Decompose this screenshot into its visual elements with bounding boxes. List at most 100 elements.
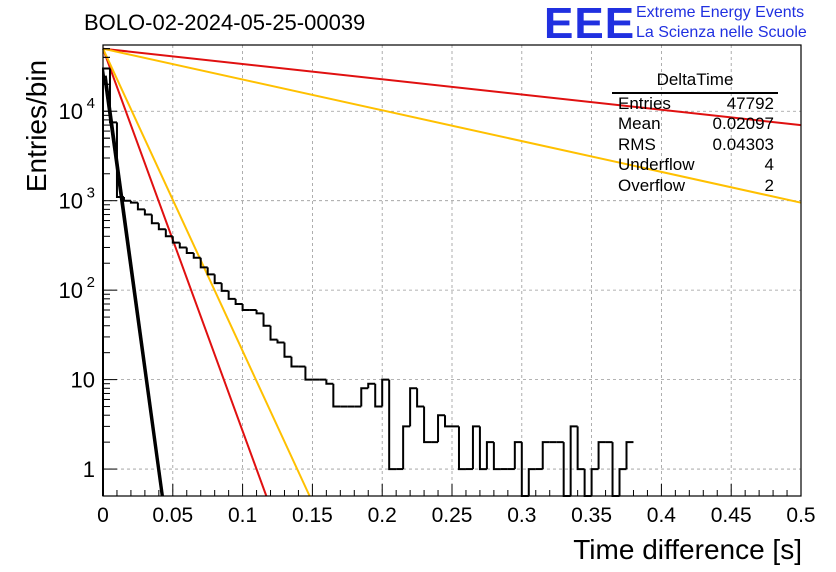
histogram-bin [199, 257, 208, 269]
histogram-bin [171, 236, 180, 244]
stats-label: Underflow [618, 155, 695, 174]
stats-label: Entries [618, 93, 671, 113]
histogram-bin [478, 426, 487, 471]
histogram-bin [276, 339, 285, 344]
x-tick-label: 0.15 [292, 504, 333, 527]
x-tick-label: 0.3 [507, 504, 536, 527]
histogram-bin [360, 387, 369, 407]
histogram-bin [325, 379, 334, 385]
histogram-bin [485, 441, 494, 470]
stats-label: Mean [618, 114, 661, 133]
x-tick-label: 0.5 [786, 504, 815, 527]
histogram-bin [597, 441, 606, 470]
stats-label: RMS [618, 134, 656, 154]
histogram-bin [527, 468, 536, 496]
histogram-bin [102, 67, 110, 496]
fit-curve-line [102, 47, 802, 127]
stats-value: 47792 [726, 93, 774, 113]
stats-box: DeltaTime Entries 47792 Mean 0.02097 RMS 0.… [612, 70, 778, 196]
fit-curve-line [102, 48, 268, 497]
histogram-bin [569, 425, 578, 496]
histogram-bin [437, 414, 446, 443]
x-axis-ticks: 0 0.05 0.1 0.15 0.2 0.25 0.3 0.35 0.4 0.45 0.5 [97, 484, 816, 527]
stats-value: 4 [764, 155, 774, 174]
fit-curve-line [102, 48, 311, 497]
histogram-bin [115, 122, 124, 198]
histogram-bin [457, 426, 466, 471]
histogram-bin [388, 379, 397, 471]
y-tick-label: 10 [59, 99, 83, 124]
grid-lines [103, 45, 801, 496]
x-tick-label: 0.2 [368, 504, 397, 527]
y-tick-label: 10 [59, 189, 83, 214]
histogram-bin [402, 425, 411, 470]
histogram-bin [416, 388, 425, 408]
stats-value: 2 [764, 175, 774, 195]
chart-title: BOLO-02-2024-05-25-00039 [84, 10, 366, 35]
stats-row: Underflow 4 [612, 155, 778, 176]
histogram-bin [367, 382, 376, 389]
histogram-bin [206, 267, 215, 276]
histogram-bin [213, 274, 222, 285]
histogram-bin [423, 406, 432, 444]
y-tick-label: 10 [59, 278, 83, 303]
histogram-bin [143, 209, 152, 216]
stats-title: DeltaTime [612, 70, 778, 94]
histogram-bin [241, 304, 250, 311]
histogram-bin [374, 383, 383, 408]
histogram-bin [178, 242, 187, 249]
histogram-bin [541, 441, 550, 470]
histogram-bin [150, 214, 159, 225]
histogram-bin [136, 202, 145, 211]
stats-value: 0.02097 [712, 114, 774, 133]
histogram-bin [332, 383, 341, 408]
histogram-bin [290, 356, 299, 368]
histogram-bin [262, 313, 271, 327]
x-axis-label: Time difference [s] [573, 534, 802, 565]
y-tick-exponent: 3 [87, 185, 95, 202]
histogram-bin [185, 247, 194, 255]
histogram-bin [583, 469, 592, 497]
y-tick-exponent: 4 [87, 95, 95, 112]
histogram-bin [513, 441, 522, 470]
histogram-bin [283, 342, 292, 358]
histogram-bin [381, 378, 390, 407]
histogram-bin [409, 387, 418, 427]
histogram-bin [625, 441, 634, 470]
logo-line-2: La Scienza nelle Scuole [636, 24, 807, 41]
logo-line-1: Extreme Energy Events [636, 4, 805, 21]
histogram-bin [234, 298, 243, 306]
x-tick-label: 0.25 [432, 504, 473, 527]
histogram-bin [164, 229, 173, 238]
histogram-bin [304, 366, 313, 381]
histogram-bin [471, 425, 480, 470]
x-tick-label: 0 [97, 504, 109, 527]
histogram-bin [444, 415, 452, 428]
histogram-bin [492, 442, 501, 471]
histogram-bin [618, 468, 627, 496]
histogram-bin [576, 426, 585, 471]
histogram-bin [157, 223, 166, 231]
y-tick-label: 10 [71, 368, 95, 393]
fit-curve-line [102, 47, 802, 204]
y-tick-exponent: 2 [87, 274, 95, 291]
histogram-bin [220, 283, 229, 292]
x-tick-label: 0.4 [647, 504, 677, 527]
x-tick-label: 0.35 [571, 504, 612, 527]
histogram-bin [255, 309, 264, 315]
histogram-bin [590, 468, 599, 496]
histogram-bin [108, 68, 117, 124]
histogram-bin [122, 196, 131, 202]
fit-curve-line [104, 75, 165, 497]
y-axis-label: Entries/bin [21, 59, 52, 193]
histogram-bin [192, 253, 201, 259]
histogram-bin [227, 290, 236, 300]
stats-row: RMS 0.04303 [612, 135, 778, 156]
stats-label: Overflow [618, 175, 686, 195]
stats-value: 0.04303 [712, 134, 774, 154]
stats-row: Entries 47792 [612, 94, 778, 115]
eee-logo: EEE [544, 0, 636, 48]
x-tick-label: 0.45 [711, 504, 752, 527]
